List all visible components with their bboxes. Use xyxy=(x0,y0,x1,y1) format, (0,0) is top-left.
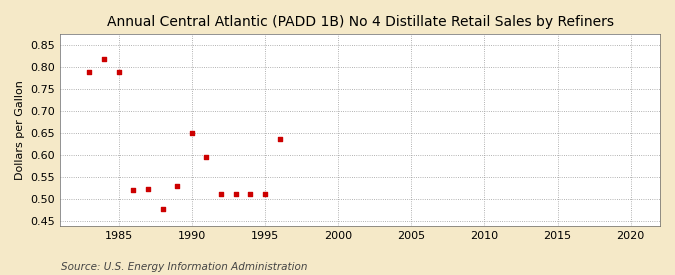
Point xyxy=(274,136,285,141)
Point xyxy=(186,131,197,136)
Point xyxy=(157,207,168,211)
Point xyxy=(260,192,271,196)
Point xyxy=(230,192,241,196)
Point xyxy=(142,187,153,192)
Point xyxy=(216,192,227,196)
Title: Annual Central Atlantic (PADD 1B) No 4 Distillate Retail Sales by Refiners: Annual Central Atlantic (PADD 1B) No 4 D… xyxy=(107,15,614,29)
Point xyxy=(201,155,212,159)
Point xyxy=(99,57,109,62)
Point xyxy=(84,70,95,74)
Point xyxy=(128,188,139,192)
Text: Source: U.S. Energy Information Administration: Source: U.S. Energy Information Administ… xyxy=(61,262,307,272)
Y-axis label: Dollars per Gallon: Dollars per Gallon xyxy=(15,80,25,180)
Point xyxy=(172,184,183,188)
Point xyxy=(245,192,256,196)
Point xyxy=(113,70,124,74)
